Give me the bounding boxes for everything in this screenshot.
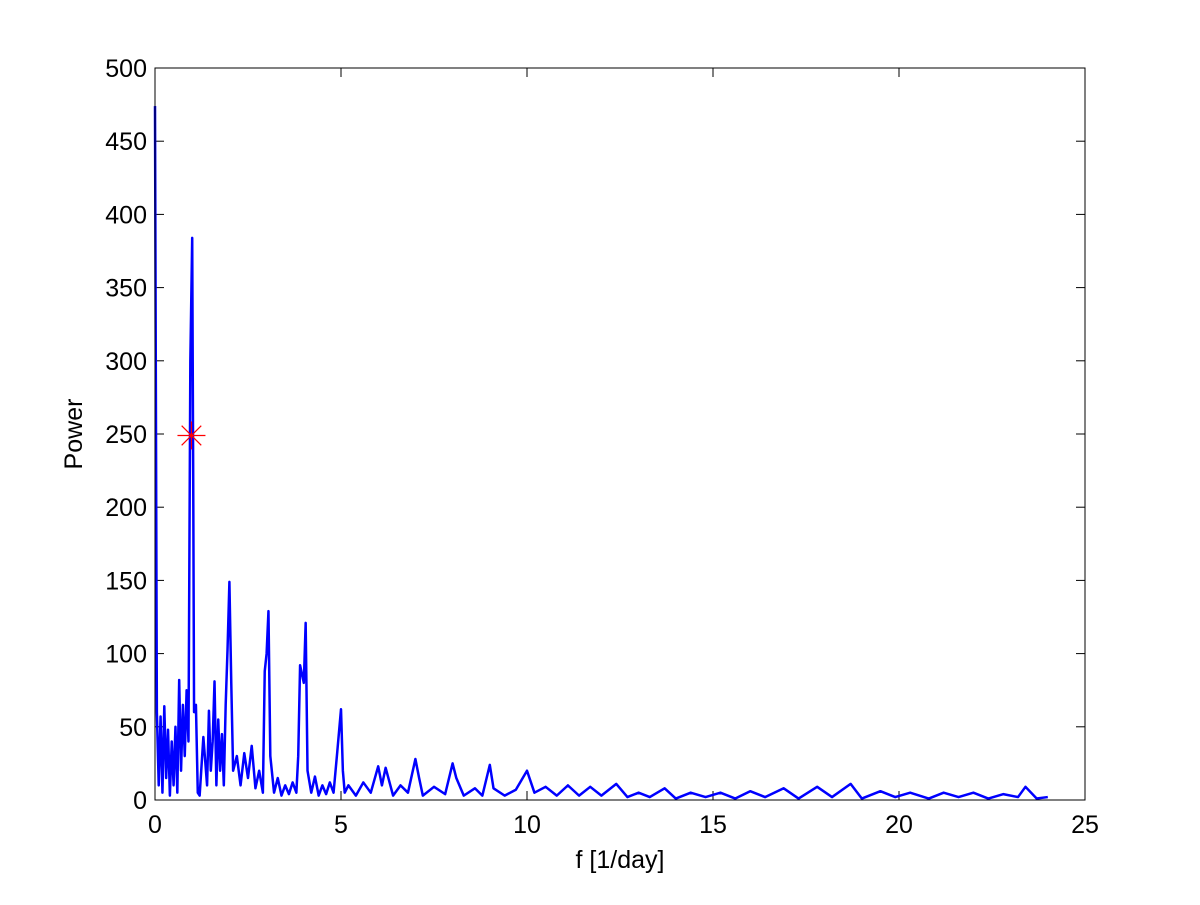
y-tick-label: 450 — [105, 128, 147, 156]
x-tick-label: 10 — [513, 811, 541, 839]
y-tick-label: 100 — [105, 641, 147, 669]
y-tick-label: 150 — [105, 567, 147, 595]
x-tick-label: 0 — [148, 811, 162, 839]
star-stroke — [181, 425, 202, 446]
x-tick-label: 15 — [699, 811, 727, 839]
y-tick-label: 50 — [119, 714, 147, 742]
y-tick-label: 500 — [105, 55, 147, 83]
y-tick-label: 250 — [105, 421, 147, 449]
y-tick-label: 400 — [105, 201, 147, 229]
spectrum-line — [153, 106, 1048, 800]
star-marker — [177, 421, 206, 450]
x-tick-label: 20 — [885, 811, 913, 839]
y-tick-label: 200 — [105, 494, 147, 522]
y-tick-label: 0 — [133, 787, 147, 815]
x-tick-label: 5 — [334, 811, 348, 839]
x-axis-label: f [1/day] — [576, 846, 665, 874]
y-tick-label: 300 — [105, 348, 147, 376]
y-tick-label: 350 — [105, 275, 147, 303]
y-axis-label: Power — [60, 399, 88, 470]
plot-frame — [154, 67, 1086, 801]
x-tick-label: 25 — [1071, 811, 1099, 839]
